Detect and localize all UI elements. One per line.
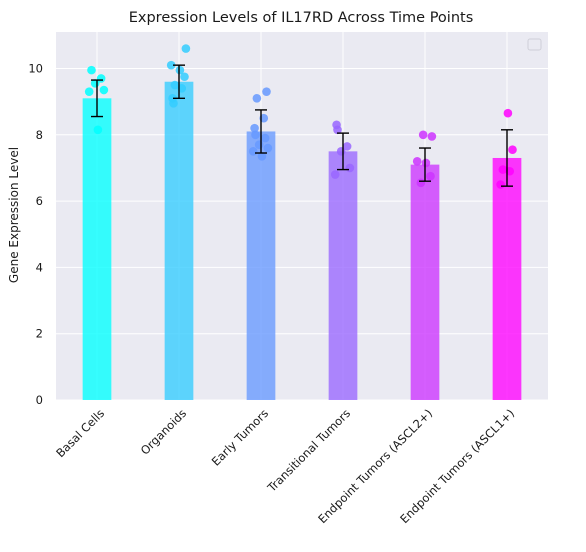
plot-background xyxy=(56,32,548,400)
x-tick-label: Organoids xyxy=(138,406,189,457)
y-tick-label: 2 xyxy=(36,327,43,341)
data-point xyxy=(85,87,94,96)
data-point xyxy=(426,172,435,181)
y-tick-label: 4 xyxy=(36,260,43,274)
y-tick-label: 8 xyxy=(36,128,43,142)
x-tick-label: Early Tumors xyxy=(209,406,271,468)
data-point xyxy=(182,44,191,53)
data-point xyxy=(94,126,103,135)
data-point xyxy=(422,159,431,168)
data-point xyxy=(169,99,178,108)
data-point xyxy=(346,164,355,173)
x-tick-label: Transitional Tumors xyxy=(264,406,353,495)
data-point xyxy=(504,109,513,118)
bar xyxy=(165,82,194,400)
chart-title: Expression Levels of IL17RD Across Time … xyxy=(129,10,474,26)
data-point xyxy=(180,72,189,81)
data-point xyxy=(428,132,437,141)
y-tick-label: 10 xyxy=(28,61,43,75)
data-point xyxy=(331,170,340,179)
data-point xyxy=(251,130,260,139)
data-point xyxy=(508,145,517,154)
bar xyxy=(247,131,276,400)
data-point xyxy=(417,179,426,188)
data-point xyxy=(253,94,262,103)
plot-area: 0 2 4 6 8 10 Basal Cells Organoids Early TumorsT… xyxy=(28,32,548,526)
y-tick-label: 0 xyxy=(36,393,43,407)
y-tick-label: 6 xyxy=(36,194,43,208)
data-point xyxy=(262,87,271,96)
y-axis-label: Gene Expression Level xyxy=(7,147,21,283)
data-point xyxy=(413,157,422,166)
data-point xyxy=(261,134,270,143)
bar xyxy=(411,165,440,400)
data-point xyxy=(249,147,258,156)
data-point xyxy=(264,144,273,153)
data-point xyxy=(496,180,505,189)
data-point xyxy=(100,86,109,95)
bar xyxy=(83,98,112,400)
data-point xyxy=(255,140,264,149)
data-point xyxy=(87,66,96,75)
legend-box xyxy=(528,39,541,50)
data-point xyxy=(337,147,346,156)
data-point xyxy=(419,130,428,139)
bar xyxy=(329,151,358,400)
x-tick-label: Basal Cells xyxy=(53,406,107,460)
bar xyxy=(493,158,522,400)
